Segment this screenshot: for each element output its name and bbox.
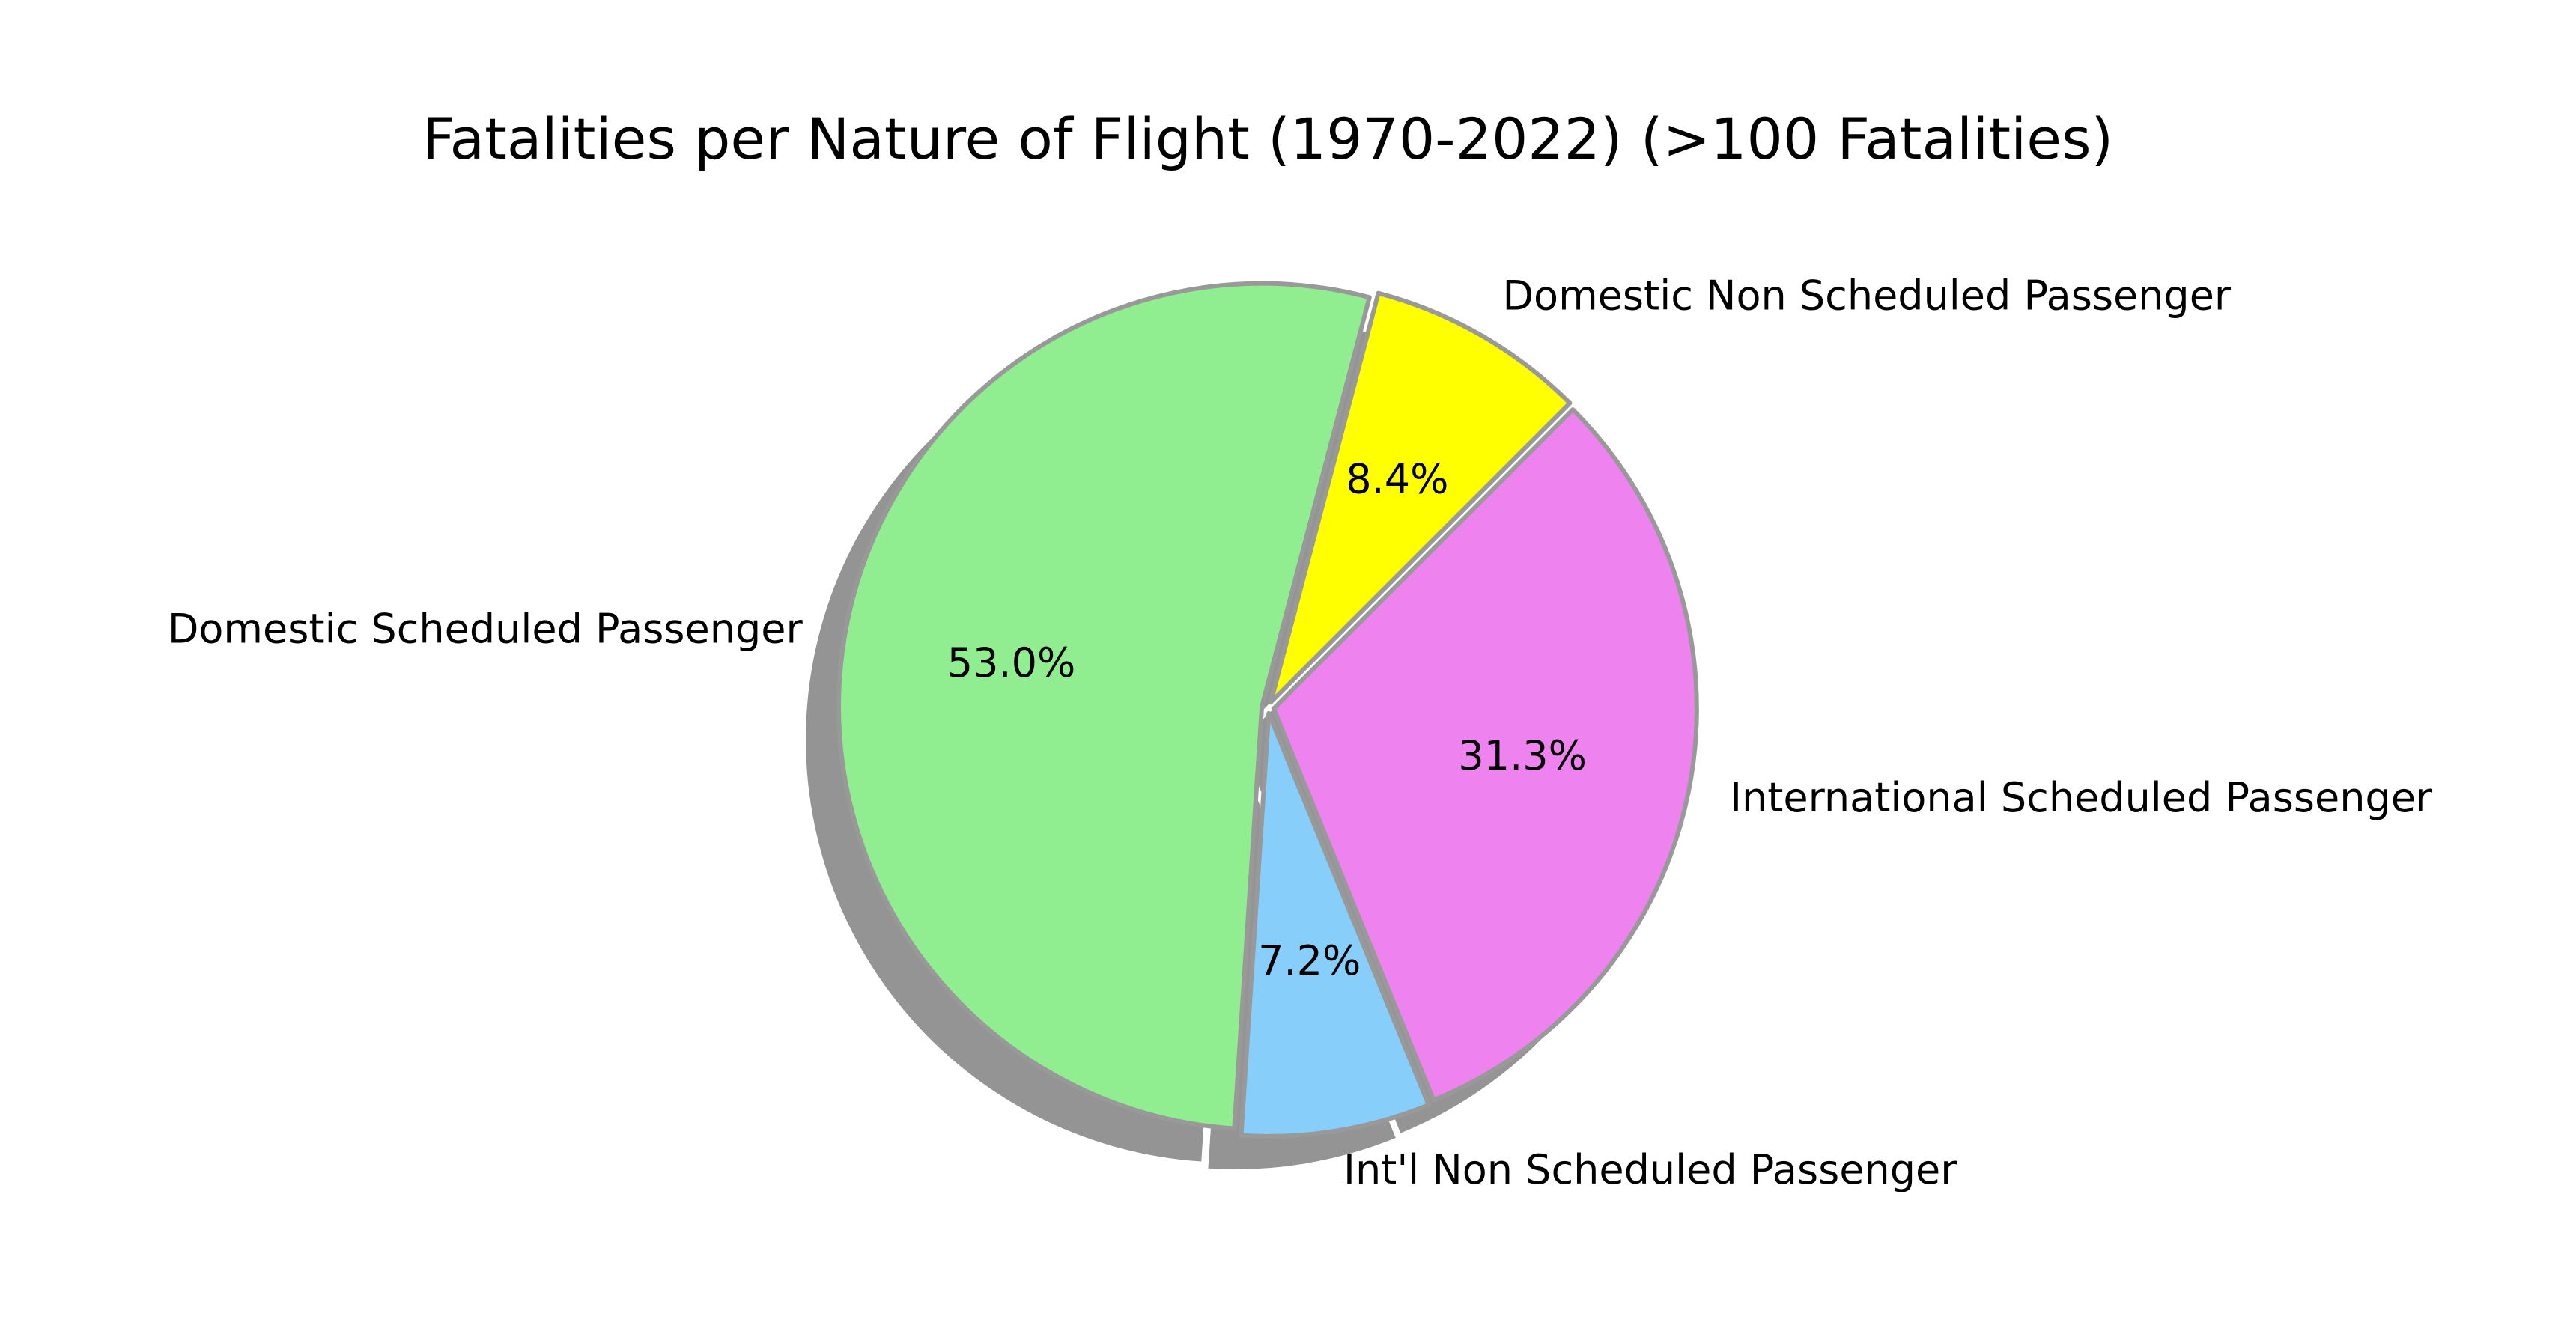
slice-label-international-scheduled-passenger: International Scheduled Passenger (1730, 774, 2433, 821)
slice-label-int-l-non-scheduled-passenger: Int'l Non Scheduled Passenger (1343, 1146, 1957, 1193)
pie-slice-domestic-non-scheduled-passenger (1268, 290, 1573, 705)
slice-percent-domestic-scheduled-passenger: 53.0% (947, 639, 1076, 686)
pie-slice-int-l-non-scheduled-passenger (1239, 710, 1431, 1139)
pie-slice-domestic-scheduled-passenger (836, 281, 1372, 1131)
slice-percent-int-l-non-scheduled-passenger: 7.2% (1258, 937, 1361, 984)
slice-label-domestic-non-scheduled-passenger: Domestic Non Scheduled Passenger (1502, 272, 2231, 320)
chart-title: Fatalities per Nature of Flight (1970-20… (422, 106, 2113, 172)
slice-percent-domestic-non-scheduled-passenger: 8.4% (1346, 456, 1448, 503)
pie-slice-layer (836, 281, 1699, 1139)
slice-label-domestic-scheduled-passenger: Domestic Scheduled Passenger (168, 606, 804, 653)
pie-slice-international-scheduled-passenger (1271, 407, 1699, 1103)
slice-percent-international-scheduled-passenger: 31.3% (1458, 732, 1587, 779)
pie-label-layer: Domestic Non Scheduled Passenger 8.4% Dome… (168, 272, 2433, 1193)
